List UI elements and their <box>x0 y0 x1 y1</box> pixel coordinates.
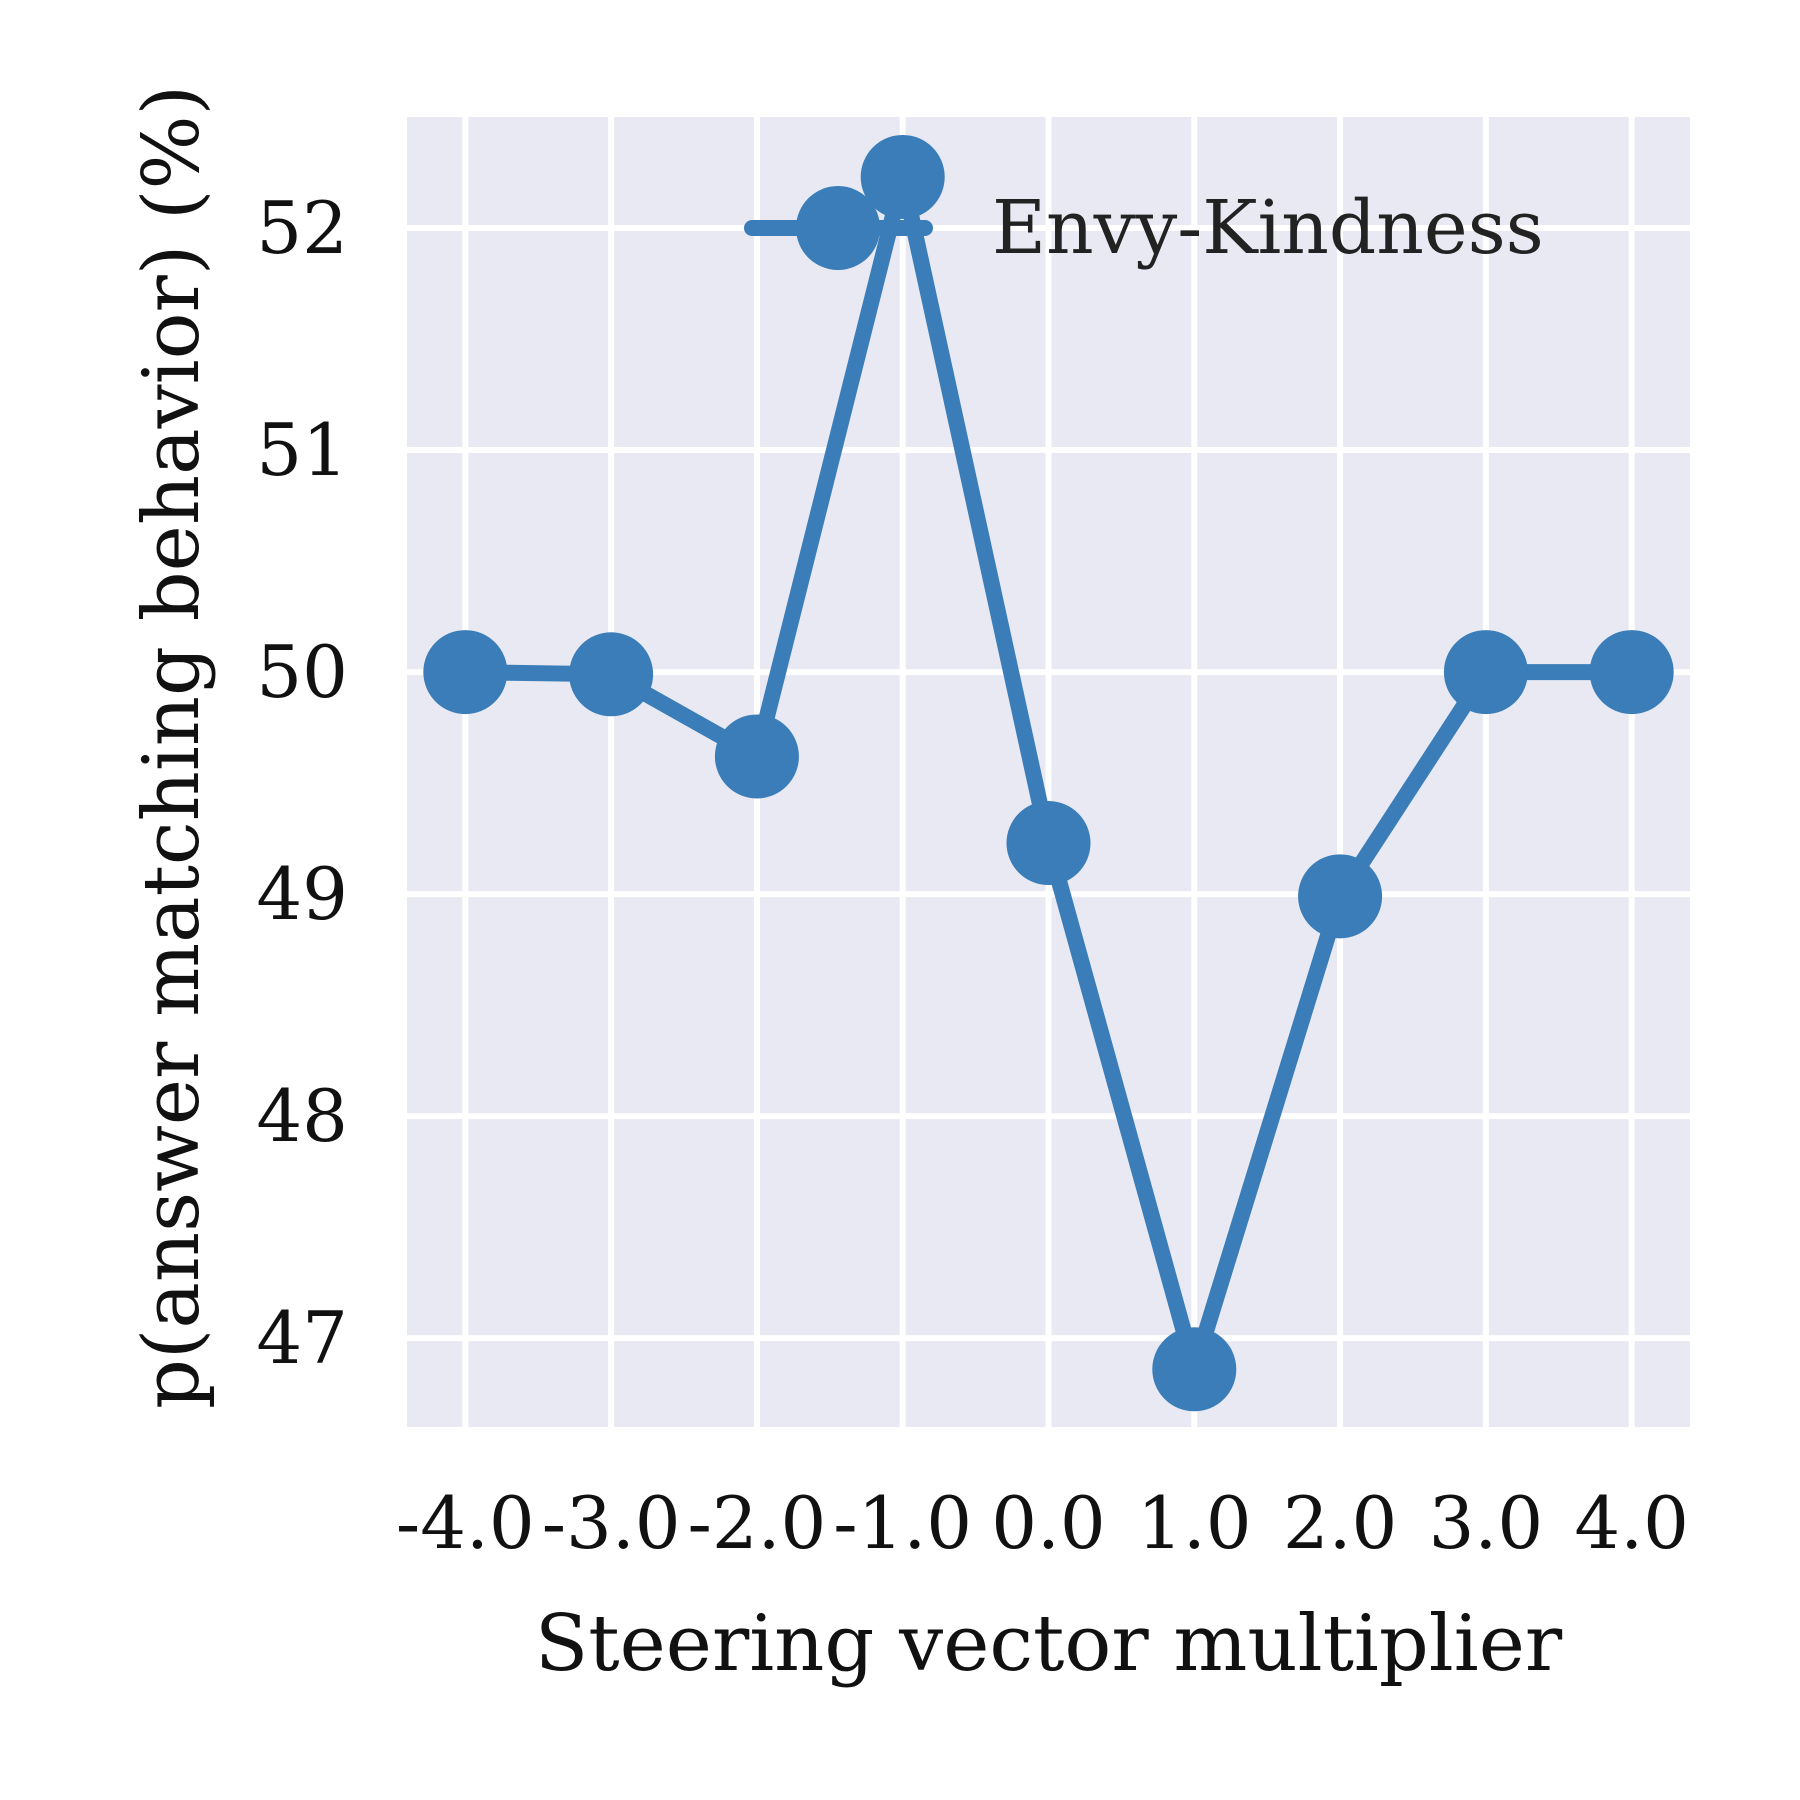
data-point <box>569 632 654 717</box>
y-tick-label: 50 <box>256 630 348 714</box>
y-axis-label: p(answer matching behavior) (%) <box>127 85 217 1409</box>
legend-label: Envy-Kindness <box>992 185 1544 271</box>
y-tick-label: 52 <box>256 186 348 270</box>
legend: Envy-Kindness <box>744 185 1544 271</box>
data-point <box>1152 1327 1237 1412</box>
x-tick-labels: -4.0 -3.0 -2.0 -1.0 0.0 1.0 2.0 3.0 4.0 <box>396 1481 1689 1565</box>
x-tick-label: 3.0 <box>1429 1481 1544 1565</box>
series-group <box>423 134 1674 1412</box>
x-tick-label: 0.0 <box>991 1481 1106 1565</box>
y-tick-label: 51 <box>256 408 348 492</box>
x-tick-label: -4.0 <box>396 1481 535 1565</box>
y-tick-label: 49 <box>256 852 348 936</box>
legend-marker <box>796 186 880 270</box>
x-tick-label: -1.0 <box>833 1481 972 1565</box>
x-tick-label: 1.0 <box>1137 1481 1252 1565</box>
x-tick-label: -2.0 <box>687 1481 826 1565</box>
data-point <box>1443 630 1528 715</box>
x-axis-label: Steering vector multiplier <box>535 1599 1563 1689</box>
data-point <box>714 714 799 799</box>
x-tick-label: -3.0 <box>542 1481 681 1565</box>
x-tick-label: 4.0 <box>1574 1481 1689 1565</box>
data-point <box>1589 630 1674 715</box>
data-point <box>860 134 945 219</box>
y-tick-label: 47 <box>256 1296 348 1380</box>
data-point <box>1006 801 1091 886</box>
x-tick-label: 2.0 <box>1283 1481 1398 1565</box>
data-point <box>1298 854 1383 939</box>
grid-lines <box>407 117 1690 1427</box>
y-tick-labels: 47 48 49 50 51 52 <box>256 186 348 1380</box>
y-tick-label: 48 <box>256 1074 348 1158</box>
data-point <box>423 630 508 715</box>
